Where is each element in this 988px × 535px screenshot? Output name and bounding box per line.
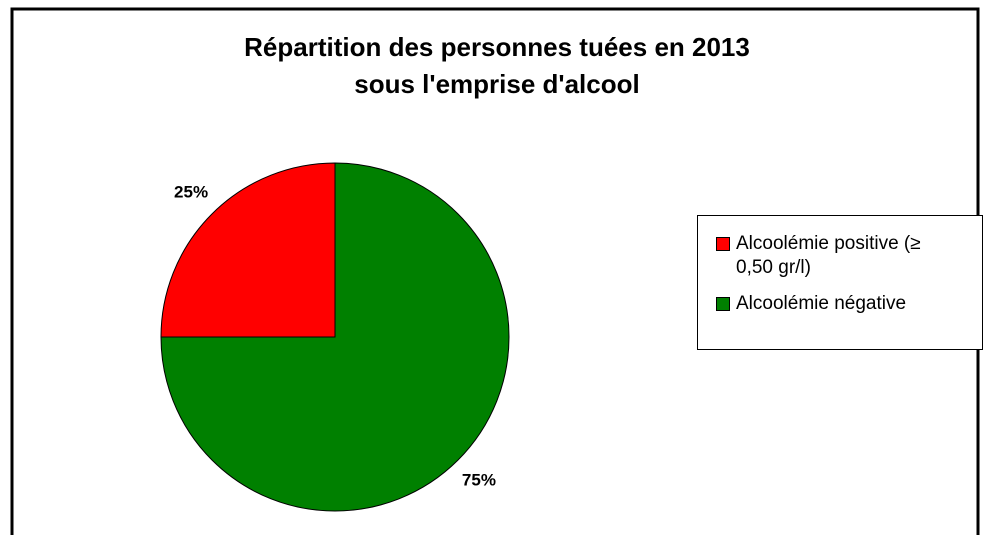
chart-title: sous l'emprise d'alcool bbox=[354, 69, 639, 99]
value-label: 25% bbox=[174, 183, 208, 202]
chart-title: Répartition des personnes tuées en 2013 bbox=[244, 32, 750, 62]
legend-swatch bbox=[716, 237, 730, 251]
pie-slice bbox=[160, 162, 336, 338]
legend-label: Alcoolémie positive (≥ 0,50 gr/l) bbox=[736, 233, 921, 278]
pie-slice bbox=[160, 162, 510, 512]
legend-label: Alcoolémie négative bbox=[736, 293, 907, 314]
legend: Alcoolémie positive (≥ 0,50 gr/l) Alcoolé… bbox=[697, 215, 983, 350]
legend-item: Alcoolémie négative bbox=[716, 292, 982, 316]
legend-swatch bbox=[716, 297, 730, 311]
legend-item: Alcoolémie positive (≥ 0,50 gr/l) bbox=[716, 232, 982, 280]
value-label: 75% bbox=[462, 470, 496, 489]
